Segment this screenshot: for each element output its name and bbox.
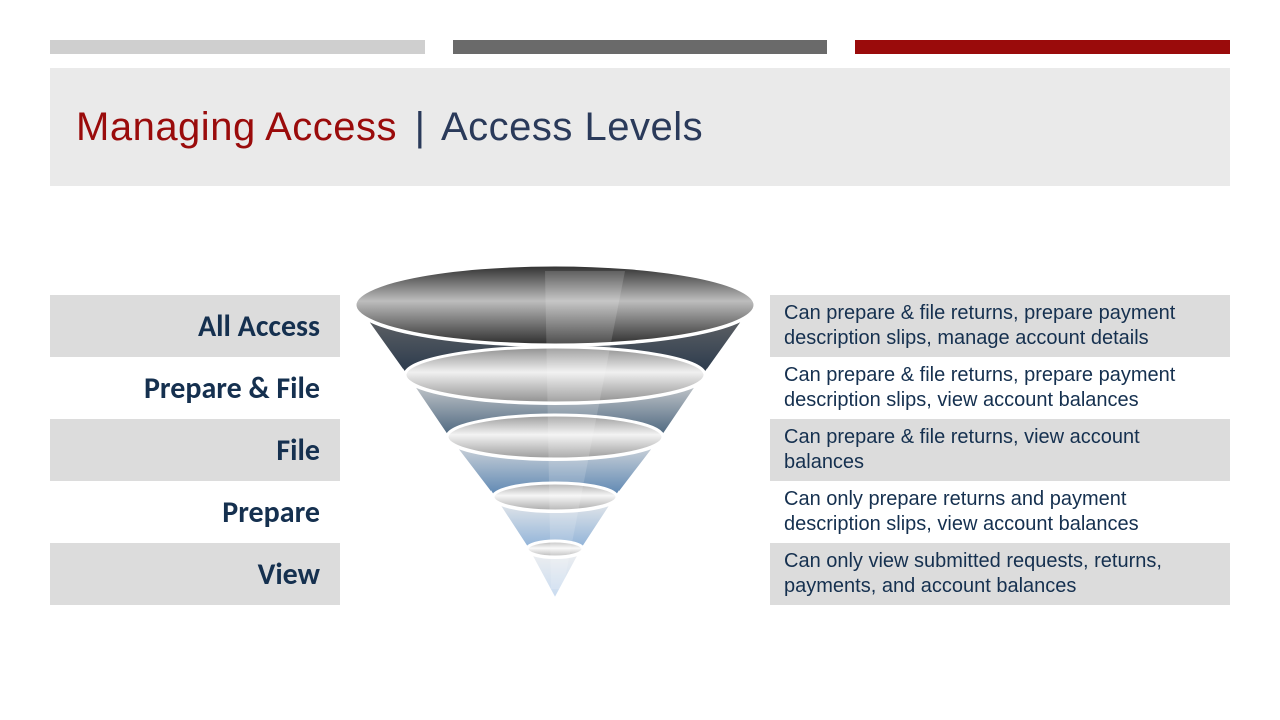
level-row: File Can prepare & file returns, view acc… <box>50 419 1230 481</box>
content-area: All Access Can prepare & file returns, pr… <box>50 265 1230 660</box>
level-row: Prepare & File Can prepare & file returns… <box>50 357 1230 419</box>
level-description: Can only prepare returns and payment des… <box>770 481 1230 543</box>
level-description: Can only view submitted requests, return… <box>770 543 1230 605</box>
accent-bar-2 <box>453 40 828 54</box>
level-description: Can prepare & file returns, prepare paym… <box>770 295 1230 357</box>
title-separator: | <box>415 105 426 149</box>
level-label: Prepare & File <box>50 357 340 419</box>
level-rows: All Access Can prepare & file returns, pr… <box>50 295 1230 605</box>
title-sub: Access Levels <box>441 105 703 149</box>
level-description: Can prepare & file returns, prepare paym… <box>770 357 1230 419</box>
level-description: Can prepare & file returns, view account… <box>770 419 1230 481</box>
level-row: View Can only view submitted requests, re… <box>50 543 1230 605</box>
title-main: Managing Access <box>76 105 397 149</box>
level-label: File <box>50 419 340 481</box>
level-row: Prepare Can only prepare returns and paym… <box>50 481 1230 543</box>
funnel-gap <box>340 295 770 357</box>
page-title: Managing Access | Access Levels <box>76 105 703 150</box>
top-accent-bars <box>50 40 1230 54</box>
funnel-gap <box>340 357 770 419</box>
level-label: Prepare <box>50 481 340 543</box>
level-label: All Access <box>50 295 340 357</box>
funnel-gap <box>340 543 770 605</box>
accent-bar-1 <box>50 40 425 54</box>
header-band: Managing Access | Access Levels <box>50 68 1230 186</box>
funnel-gap <box>340 419 770 481</box>
level-row: All Access Can prepare & file returns, pr… <box>50 295 1230 357</box>
accent-bar-3 <box>855 40 1230 54</box>
level-label: View <box>50 543 340 605</box>
funnel-gap <box>340 481 770 543</box>
